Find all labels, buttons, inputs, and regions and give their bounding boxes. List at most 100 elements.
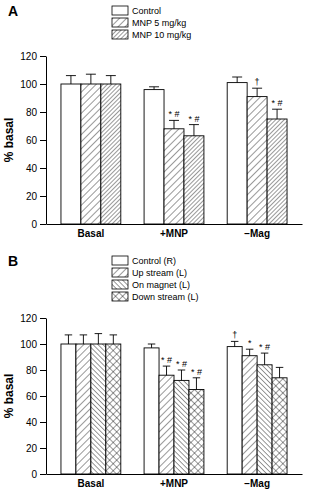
y-tick-mark: [40, 56, 46, 57]
error-bar: [86, 74, 96, 84]
x-tick-label: +MNP: [160, 478, 188, 489]
panel: AControlMNP 5 mg/kgMNP 10 mg/kg* #†* #* …: [2, 3, 303, 239]
y-tick-mark: [40, 448, 46, 449]
annotations: * #†* #* #: [168, 77, 282, 123]
legend-swatch: [112, 280, 128, 289]
y-tick: 100: [20, 339, 46, 350]
legend: Control (R) Up stream (L) On magnet (L) Dow…: [112, 256, 199, 302]
error-cap: [66, 75, 76, 76]
y-tick: 0: [31, 469, 46, 480]
y-axis-title: % basal: [2, 118, 16, 163]
legend-swatch: [112, 18, 128, 27]
x-tick: Basal: [78, 228, 105, 239]
error-stem: [277, 109, 278, 119]
error-bar: [246, 349, 253, 356]
error-bar: [232, 77, 242, 83]
error-cap: [169, 120, 179, 121]
error-bar: [231, 341, 238, 346]
error-cap: [232, 77, 242, 78]
error-stem: [237, 77, 238, 83]
error-cap: [261, 353, 268, 354]
error-cap: [110, 334, 117, 335]
bar: [174, 380, 189, 474]
error-bar: [178, 370, 185, 380]
bar: [257, 365, 272, 474]
bar: [61, 344, 76, 474]
error-bar: [149, 87, 159, 90]
y-tick: 20: [26, 443, 46, 454]
y-tick-mark: [40, 318, 46, 319]
annotation: †: [232, 330, 237, 340]
error-cap: [189, 124, 199, 125]
error-stem: [68, 335, 69, 344]
error-stem: [70, 76, 71, 84]
bar: [227, 83, 247, 224]
error-cap: [178, 370, 185, 371]
y-axis-line: [46, 57, 47, 225]
bar: [61, 84, 81, 224]
error-stem: [234, 341, 235, 346]
y-axis: 020406080100120: [20, 51, 46, 230]
error-stem: [98, 334, 99, 344]
annotation: * #: [168, 109, 179, 119]
x-tick-label: Basal: [78, 228, 105, 239]
bar: [227, 347, 242, 474]
legend-entry: MNP 5 mg/kg: [112, 18, 186, 28]
error-bar: [276, 367, 283, 377]
bar: [106, 344, 121, 474]
error-stem: [264, 353, 265, 365]
x-tick: Basal: [78, 478, 105, 489]
legend-label: On magnet (L): [132, 280, 190, 290]
y-tick-label: 20: [26, 191, 38, 202]
bar: [242, 356, 257, 474]
y-tick-label: 60: [26, 391, 38, 402]
error-cap: [148, 344, 155, 345]
error-stem: [166, 366, 167, 375]
annotation: * #: [161, 355, 172, 365]
plot: †* #** #* #* #020406080100120Basal+MNP−M…: [20, 313, 302, 489]
error-stem: [174, 120, 175, 128]
error-cap: [86, 74, 96, 75]
y-tick-mark: [40, 224, 46, 225]
legend-label: Control (R): [132, 256, 176, 266]
x-tick: −Mag: [244, 478, 270, 489]
x-axis: Basal+MNP−Mag: [47, 225, 303, 240]
bar: [159, 375, 174, 474]
annotation: *: [248, 338, 252, 348]
y-tick-mark: [40, 84, 46, 85]
y-tick-label: 0: [31, 469, 37, 480]
y-tick-mark: [40, 196, 46, 197]
bars: [61, 74, 287, 224]
error-bar: [163, 366, 170, 375]
y-tick-label: 80: [26, 107, 38, 118]
y-tick-label: 40: [26, 163, 38, 174]
error-bar: [110, 335, 117, 344]
y-tick: 40: [26, 163, 46, 174]
error-bar: [252, 88, 262, 96]
error-bar: [169, 120, 179, 128]
error-cap: [231, 341, 238, 342]
legend-label: MNP 5 mg/kg: [132, 18, 186, 28]
y-tick-mark: [40, 474, 46, 475]
x-axis-line: [47, 224, 303, 225]
y-tick: 100: [20, 79, 46, 90]
y-tick: 40: [26, 417, 46, 428]
legend-entry: Down stream (L): [112, 292, 199, 302]
y-tick: 80: [26, 365, 46, 376]
panel-title: A: [8, 3, 18, 19]
error-stem: [83, 335, 84, 344]
error-cap: [80, 334, 87, 335]
y-tick-mark: [40, 422, 46, 423]
y-tick-mark: [40, 168, 46, 169]
x-axis-line: [47, 474, 303, 475]
bar: [189, 390, 204, 475]
error-bar: [65, 335, 72, 344]
error-stem: [113, 335, 114, 344]
legend-entry: Up stream (L): [112, 268, 187, 278]
x-tick: +MNP: [160, 478, 188, 489]
error-stem: [196, 378, 197, 390]
x-tick: +MNP: [160, 228, 188, 239]
panel-title: B: [8, 253, 18, 269]
legend-label: Up stream (L): [132, 268, 187, 278]
annotation: * #: [191, 367, 202, 377]
